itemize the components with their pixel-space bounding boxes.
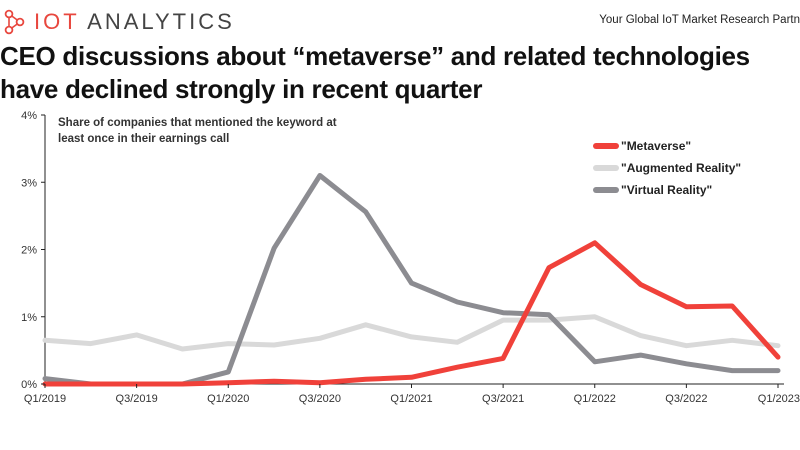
legend-item-virtual-reality: "Virtual Reality" [593, 179, 741, 201]
series-line-virtual-reality [42, 173, 781, 387]
x-tick-label: Q1/2021 [390, 393, 432, 405]
x-tick-label: Q3/2022 [665, 393, 707, 405]
x-tick-label: Q1/2019 [24, 393, 66, 405]
x-tick-label: Q3/2020 [299, 393, 341, 405]
series-line-metaverse [42, 240, 781, 387]
legend-label: "Metaverse" [621, 139, 692, 153]
legend-item-metaverse: "Metaverse" [593, 135, 741, 157]
legend-swatch [593, 143, 619, 149]
x-tick-label: Q1/2023 [758, 393, 800, 405]
y-tick-label: 2% [21, 245, 37, 257]
legend-label: "Augmented Reality" [621, 161, 742, 175]
legend-item-augmented-reality: "Augmented Reality" [593, 157, 741, 179]
chart-subtitle: Share of companies that mentioned the ke… [58, 117, 337, 145]
y-tick-label: 4% [21, 110, 37, 122]
y-tick-label: 0% [21, 379, 37, 391]
network-logo-icon [4, 9, 25, 35]
tagline: Your Global IoT Market Research Partn [599, 14, 800, 26]
legend-swatch [593, 187, 619, 193]
brand-name: IOT ANALYTICS [34, 9, 235, 34]
y-tick-label: 1% [21, 312, 37, 324]
series-line-augmented-reality [42, 314, 781, 352]
x-tick-label: Q1/2020 [207, 393, 249, 405]
x-tick-label: Q1/2022 [574, 393, 616, 405]
chart-legend: "Metaverse" "Augmented Reality" "Virtual R… [593, 135, 741, 201]
chart-title: CEO discussions about “metaverse” and re… [0, 41, 750, 104]
y-tick-label: 3% [21, 177, 37, 189]
brand-logo-area: IOT ANALYTICS [0, 4, 235, 40]
x-tick-label: Q3/2021 [482, 393, 524, 405]
legend-label: "Virtual Reality" [621, 183, 713, 197]
x-tick-label: Q3/2019 [116, 393, 158, 405]
legend-swatch [593, 165, 619, 171]
